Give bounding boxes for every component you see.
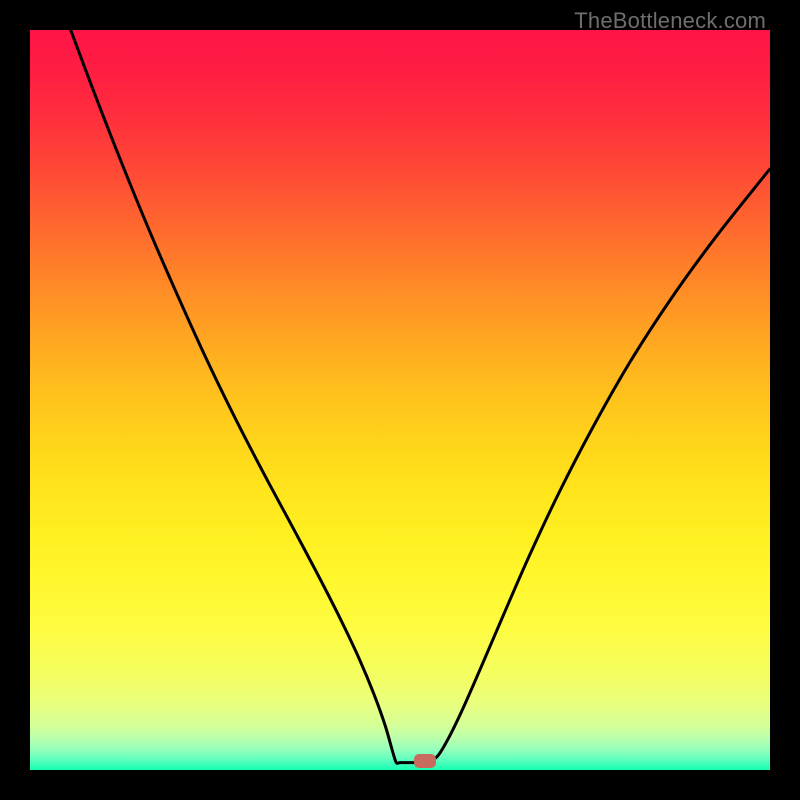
optimum-marker bbox=[414, 754, 436, 768]
plot-area bbox=[30, 30, 770, 770]
watermark-label: TheBottleneck.com bbox=[574, 8, 766, 34]
chart-frame: TheBottleneck.com bbox=[0, 0, 800, 800]
bottleneck-curve bbox=[30, 30, 770, 770]
